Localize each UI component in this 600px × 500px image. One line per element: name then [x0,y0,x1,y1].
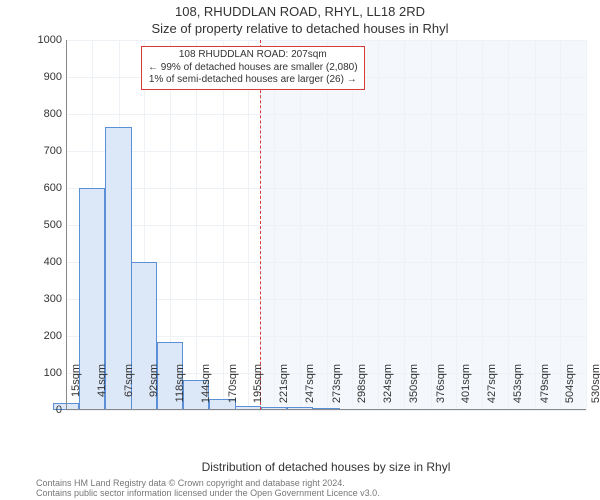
xtick-label: 41sqm [96,364,108,414]
ytick-label: 800 [2,108,62,120]
ytick-label: 400 [2,256,62,268]
footer-line-1: Contains HM Land Registry data © Crown c… [36,478,380,488]
x-axis-label: Distribution of detached houses by size … [66,460,586,474]
xtick-label: 273sqm [331,364,343,414]
y-axis-line [66,40,67,410]
xtick-label: 247sqm [304,364,316,414]
xtick-label: 15sqm [70,364,82,414]
gridline-v [535,40,536,410]
annotation-box: 108 RHUDDLAN ROAD: 207sqm ← 99% of detac… [141,46,365,90]
gridline-v [560,40,561,410]
xtick-label: 144sqm [200,364,212,414]
xtick-label: 298sqm [356,364,368,414]
xtick-label: 453sqm [512,364,524,414]
title-subtitle: Size of property relative to detached ho… [0,21,600,36]
xtick-label: 324sqm [382,364,394,414]
xtick-label: 401sqm [460,364,472,414]
ytick-label: 300 [2,293,62,305]
ytick-label: 600 [2,182,62,194]
xtick-label: 479sqm [539,364,551,414]
gridline-v [378,40,379,410]
title-address: 108, RHUDDLAN ROAD, RHYL, LL18 2RD [0,4,600,19]
gridline-v [456,40,457,410]
annotation-line-1: 108 RHUDDLAN ROAD: 207sqm [148,49,358,62]
xtick-label: 221sqm [278,364,290,414]
annotation-line-2: ← 99% of detached houses are smaller (2,… [148,62,358,75]
xtick-label: 350sqm [408,364,420,414]
gridline-v [431,40,432,410]
ytick-label: 200 [2,330,62,342]
xtick-label: 67sqm [123,364,135,414]
ytick-label: 500 [2,219,62,231]
xtick-label: 118sqm [174,364,186,414]
gridline-v [274,40,275,410]
ytick-label: 1000 [2,34,62,46]
gridline-v [300,40,301,410]
gridline-v [327,40,328,410]
xtick-label: 170sqm [227,364,239,414]
gridline-h [66,410,586,411]
gridline-v [404,40,405,410]
xtick-label: 92sqm [148,364,160,414]
annotation-line-3: 1% of semi-detached houses are larger (2… [148,74,358,87]
gridline-v [223,40,224,410]
chart-container: 108, RHUDDLAN ROAD, RHYL, LL18 2RD Size … [0,0,600,500]
gridline-v [352,40,353,410]
footer-attribution: Contains HM Land Registry data © Crown c… [36,478,380,499]
footer-line-2: Contains public sector information licen… [36,488,380,498]
ref-line [260,40,261,410]
xtick-label: 195sqm [252,364,264,414]
ytick-label: 0 [2,404,62,416]
ytick-label: 900 [2,71,62,83]
ytick-label: 100 [2,367,62,379]
xtick-label: 530sqm [590,364,600,414]
gridline-v [586,40,587,410]
xtick-label: 376sqm [435,364,447,414]
plot-area: 108 RHUDDLAN ROAD: 207sqm ← 99% of detac… [66,40,586,410]
xtick-label: 427sqm [486,364,498,414]
gridline-v [248,40,249,410]
gridline-v [482,40,483,410]
ytick-label: 700 [2,145,62,157]
x-axis-line [66,409,586,410]
gridline-v [196,40,197,410]
xtick-label: 504sqm [564,364,576,414]
gridline-v [508,40,509,410]
